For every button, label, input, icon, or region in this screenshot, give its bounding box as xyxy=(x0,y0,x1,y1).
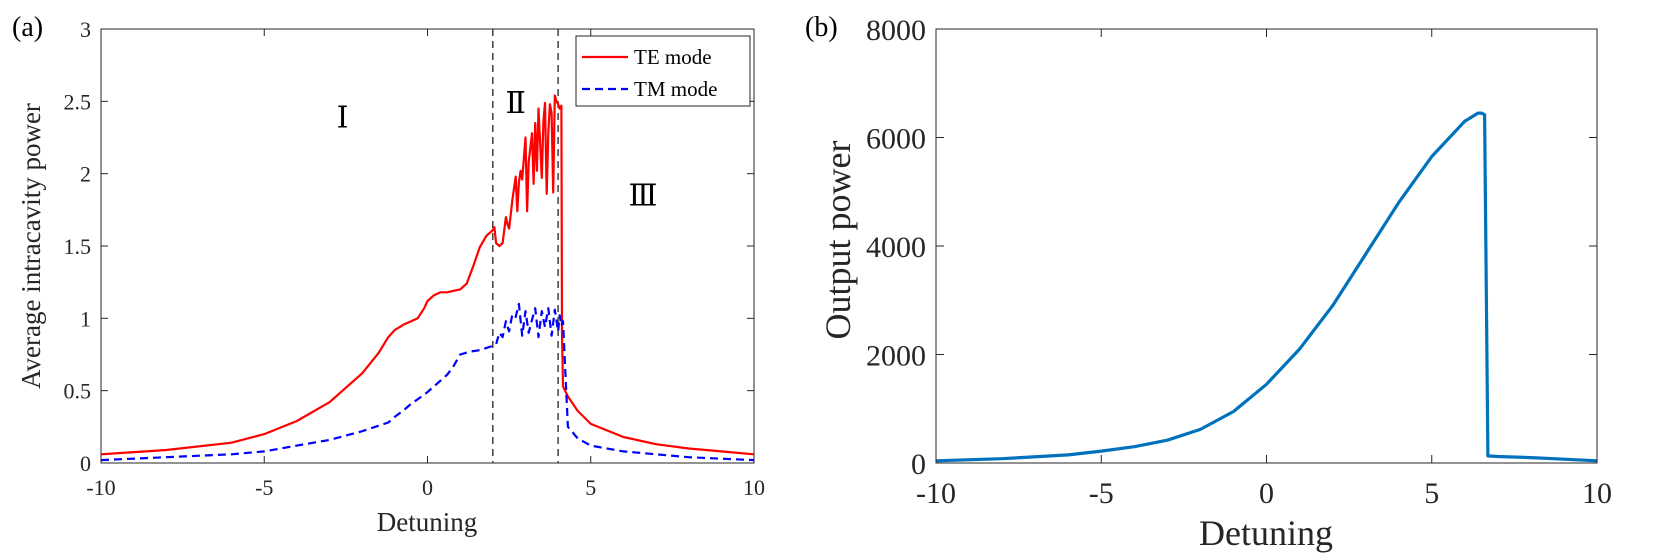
panel-b-xlabel: Detuning xyxy=(1199,513,1333,553)
panel-b-ylabel: Output power xyxy=(818,141,858,340)
panel-a-xtick-label: 5 xyxy=(585,475,596,500)
panel-b-series-output-power xyxy=(935,111,1598,463)
panel-a-ytick-label: 2 xyxy=(80,162,91,187)
panel-a-xtick-label: -5 xyxy=(255,475,273,500)
panel-a-xlabel: Detuning xyxy=(377,507,478,537)
panel-b-xtick-label: -5 xyxy=(1089,477,1114,510)
panel-a-series-tm-mode xyxy=(100,302,755,462)
panel-a-ytick-label: 0 xyxy=(80,451,91,476)
panel-a-ytick-label: 3 xyxy=(80,17,91,42)
legend-box xyxy=(575,35,751,107)
panel-b-ytick-label: 4000 xyxy=(866,231,926,264)
panel-a-xtick-label: 0 xyxy=(422,475,433,500)
panel-b-xtick-label: 0 xyxy=(1259,477,1274,510)
legend-te-label: TE mode xyxy=(634,45,712,69)
panel-a-legend: TE mode TM mode xyxy=(575,35,751,107)
panel-a-ytick-label: 2.5 xyxy=(64,89,92,114)
panel-b-xtick-label: 5 xyxy=(1424,477,1439,510)
panel-b-axes-box xyxy=(935,28,1598,464)
panel-b-label: (b) xyxy=(805,12,838,43)
panel-b-ytick-label: 8000 xyxy=(866,14,926,47)
panel-a-xtick-label: -10 xyxy=(86,475,115,500)
panel-b-xtick-label: -10 xyxy=(916,477,956,510)
panel-a-region-label: Ⅲ xyxy=(629,179,658,212)
panel-b-xtick-label: 10 xyxy=(1582,477,1612,510)
panel-a-label: (a) xyxy=(12,12,43,43)
panel-a-ytick-label: 0.5 xyxy=(64,379,92,404)
panel-a-ytick-label: 1 xyxy=(80,306,91,331)
panel-b-ytick-label: 6000 xyxy=(866,123,926,156)
panel-b-ytick-label: 2000 xyxy=(866,340,926,373)
panel-a-region-label: Ⅱ xyxy=(505,87,525,120)
panel-a-ylabel: Average intracavity power xyxy=(16,103,46,389)
panel-b-ytick-label: 0 xyxy=(911,448,926,481)
legend-tm-label: TM mode xyxy=(634,77,717,101)
panel-a-region-label: Ⅰ xyxy=(337,101,349,134)
panel-a-series-te-mode xyxy=(100,94,755,456)
panel-a-ytick-label: 1.5 xyxy=(64,234,92,259)
panel-a-xtick-label: 10 xyxy=(743,475,765,500)
